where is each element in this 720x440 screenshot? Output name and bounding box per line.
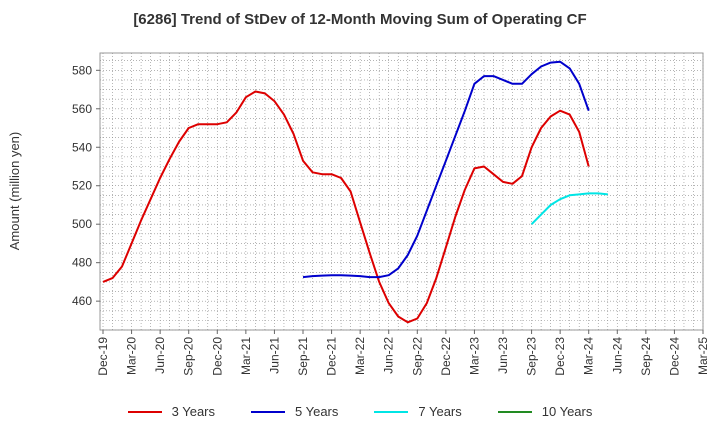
legend-label: 5 Years	[295, 404, 339, 419]
legend-item: 3 Years	[127, 404, 215, 419]
grid-lines	[100, 53, 704, 331]
y-tick-label: 480	[72, 256, 92, 270]
series-line-3-years	[102, 90, 590, 324]
x-tick-label: Sep-21	[296, 337, 310, 376]
series-line-5-years	[302, 60, 590, 279]
x-tick-label: Dec-21	[325, 337, 339, 376]
x-tick-label: Mar-21	[239, 337, 253, 375]
x-tick-label: Dec-23	[553, 337, 567, 376]
y-tick-label: 520	[72, 179, 92, 193]
y-tick-label: 560	[72, 102, 92, 116]
x-tick-label: Mar-22	[353, 337, 367, 375]
series-lines	[102, 60, 608, 324]
y-tick-label: 500	[72, 217, 92, 231]
x-tick-label: Sep-24	[639, 337, 653, 376]
y-tick-label: 580	[72, 63, 92, 77]
y-axis-label: Amount (million yen)	[7, 132, 22, 251]
y-axis-ticks: 460 480 500 520 540 560 580	[72, 63, 100, 308]
chart-title: [6286] Trend of StDev of 12-Month Moving…	[133, 11, 587, 28]
x-tick-label: Dec-22	[439, 337, 453, 376]
legend-item: 10 Years	[497, 404, 593, 419]
x-tick-label: Dec-19	[96, 337, 110, 376]
x-tick-label: Sep-20	[182, 337, 196, 376]
y-tick-label: 540	[72, 140, 92, 154]
x-tick-label: Dec-24	[667, 337, 681, 376]
x-tick-label: Mar-23	[467, 337, 481, 375]
x-tick-label: Sep-23	[525, 337, 539, 376]
legend: 3 Years 5 Years 7 Years 10 Years	[0, 404, 720, 419]
legend-item: 5 Years	[251, 404, 338, 419]
series-line-7-years	[530, 192, 608, 225]
x-tick-label: Mar-20	[125, 337, 139, 375]
plot-area	[99, 52, 704, 331]
legend-swatch	[127, 410, 162, 413]
x-tick-label: Jun-23	[496, 337, 510, 374]
y-tick-label: 460	[72, 294, 92, 308]
x-tick-label: Jun-21	[267, 337, 281, 374]
legend-label: 10 Years	[541, 404, 593, 419]
legend-label: 3 Years	[171, 404, 215, 419]
legend-item: 7 Years	[374, 404, 462, 419]
x-tick-label: Jun-20	[153, 337, 167, 374]
x-tick-label: Dec-20	[210, 337, 224, 376]
legend-label: 7 Years	[418, 404, 462, 419]
x-tick-label: Jun-24	[610, 337, 624, 374]
x-tick-label: Mar-25	[696, 337, 710, 375]
legend-swatch	[251, 410, 285, 413]
x-tick-label: Jun-22	[382, 337, 396, 374]
x-tick-label: Mar-24	[582, 337, 596, 375]
x-tick-label: Sep-22	[410, 337, 424, 376]
x-axis-ticks: Dec-19 Mar-20 Jun-20 Sep-20 Dec-20 Mar-21 Jun-…	[96, 330, 710, 376]
legend-swatch	[497, 410, 532, 413]
legend-swatch	[374, 410, 409, 413]
